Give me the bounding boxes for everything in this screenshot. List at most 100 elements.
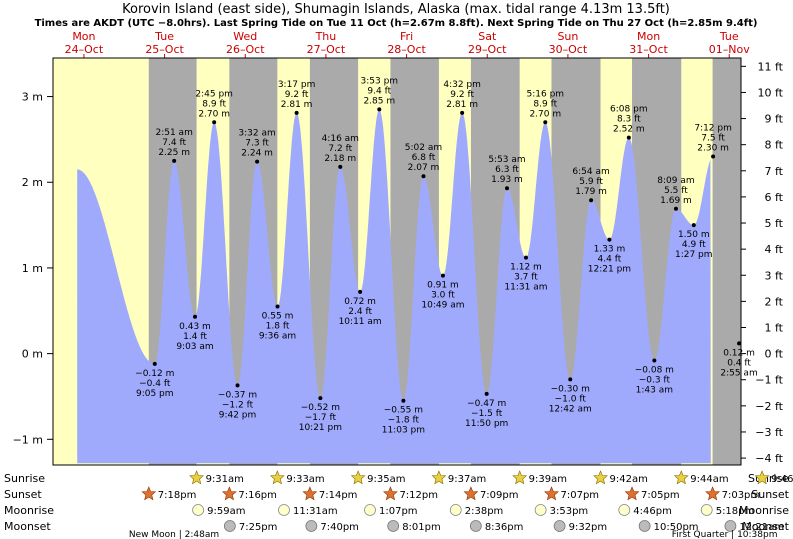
high-tide-time: 4:32 pm	[443, 80, 481, 90]
moon-phases: New Moon | 2:48am First Quarter | 10:38pm	[129, 530, 778, 539]
y-right-tick-label: 11 ft	[758, 60, 784, 73]
moonrise-time: 2:38pm	[465, 506, 504, 517]
sunrise-icon	[593, 470, 608, 485]
day-date: 31–Oct	[629, 43, 668, 56]
moonset-time: 10:50pm	[654, 522, 699, 533]
moonset-icon	[553, 520, 566, 532]
low-tide-m: −0.37 m	[218, 390, 257, 400]
tide-point	[294, 110, 299, 115]
sunrise-time: 9:42am	[610, 474, 648, 485]
tide-point	[691, 223, 696, 228]
day-headers: Mon24–OctTue25–OctWed26–OctThu27–OctFri2…	[65, 30, 750, 58]
tide-point	[626, 135, 631, 140]
tide-point	[737, 341, 742, 346]
low-tide-m: 1.33 m	[594, 245, 626, 255]
low-tide-time: 9:03 am	[176, 342, 213, 352]
y-right-tick-label: 2 ft	[765, 295, 784, 308]
low-tide-time: 10:11 am	[339, 317, 382, 327]
day-date: 27–Oct	[307, 43, 346, 56]
low-tide-ft: −1.5 ft	[471, 409, 503, 419]
chart-title: Korovin Island (east side), Shumagin Isl…	[122, 2, 670, 17]
day-name: Tue	[154, 30, 174, 43]
low-tide-time: 1:27 pm	[675, 250, 713, 260]
moonset-icon	[638, 520, 651, 532]
sunrise-time: 9:31am	[206, 474, 244, 485]
day-date: 29–Oct	[468, 43, 507, 56]
low-tide-m: 1.12 m	[510, 263, 542, 273]
sun-moon-events: 7:18pm 9:31am 9:59am 7:16pm 7:25pm 9:33am 11:3…	[141, 470, 793, 533]
sunrise-icon	[350, 470, 366, 485]
y-left-tick-label: −1 m	[13, 433, 43, 446]
y-right-tick-label: 3 ft	[765, 269, 784, 282]
moonset-time: 12:21am	[739, 522, 784, 533]
day-date: 01–Nov	[709, 43, 750, 56]
sunrise-time: 9:33am	[286, 474, 324, 485]
high-tide-time: 8:09 am	[657, 176, 694, 186]
low-tide-time: 11:03 pm	[382, 426, 425, 436]
day-name: Wed	[233, 30, 257, 43]
sunrise-icon	[754, 470, 770, 485]
tide-point	[484, 391, 489, 396]
tide-point	[212, 120, 217, 125]
high-tide-m: 2.70 m	[198, 109, 230, 119]
tide-point	[152, 361, 157, 366]
moonrise-icon	[534, 504, 547, 516]
y-left-tick-label: 2 m	[22, 176, 43, 189]
sunset-time: 7:16pm	[238, 490, 277, 501]
tide-point	[255, 159, 260, 164]
high-tide-ft: 9.4 ft	[367, 86, 391, 96]
day-date: 26–Oct	[226, 43, 265, 56]
moonset-time: 7:25pm	[239, 522, 278, 533]
high-tide-m: 2.25 m	[158, 148, 190, 158]
moonset-time: 9:32pm	[569, 522, 608, 533]
high-tide-time: 5:02 am	[405, 143, 442, 153]
high-tide-time: 3:17 pm	[278, 80, 316, 90]
y-right-tick-label: 1 ft	[765, 321, 784, 334]
high-tide-ft: 6.3 ft	[495, 165, 519, 175]
high-tide-ft: 5.9 ft	[579, 177, 603, 187]
high-tide-m: 1.79 m	[575, 187, 607, 197]
low-tide-ft: −0.4 ft	[139, 379, 171, 389]
low-tide-m: −0.47 m	[467, 399, 506, 409]
tide-point	[523, 255, 528, 260]
high-tide-time: 7:12 pm	[694, 124, 732, 134]
low-tide-time: 9:36 am	[259, 331, 296, 341]
moonset-icon	[469, 520, 482, 532]
low-tide-time: 2:55 am	[720, 368, 757, 378]
moon-phase-label: New Moon | 2:48am	[129, 530, 219, 539]
low-tide-ft: 4.9 ft	[682, 240, 706, 250]
low-tide-time: 1:43 am	[636, 385, 673, 395]
moonset-icon	[305, 520, 318, 532]
day-name: Fri	[400, 30, 413, 43]
high-tide-m: 2.70 m	[529, 109, 561, 119]
y-left-tick-label: 3 m	[22, 91, 43, 104]
legend-label-right: Sunset	[751, 488, 789, 501]
high-tide-m: 2.30 m	[697, 144, 729, 154]
sunset-time: 7:14pm	[319, 490, 358, 501]
moonrise-time: 5:18pm	[716, 506, 755, 517]
day-name: Sat	[478, 30, 497, 43]
legend-label-right: Moonrise	[739, 504, 789, 517]
low-tide-ft: 4.4 ft	[598, 255, 622, 265]
moonset-icon	[724, 520, 737, 532]
sunset-icon	[141, 486, 157, 501]
day-name: Sun	[557, 30, 578, 43]
tide-point	[275, 304, 280, 309]
low-tide-ft: −1.2 ft	[222, 400, 254, 410]
low-tide-m: 1.50 m	[678, 230, 710, 240]
sunrise-icon	[512, 470, 528, 485]
low-tide-m: −0.30 m	[551, 384, 590, 394]
tide-point	[711, 154, 716, 159]
high-tide-m: 2.81 m	[281, 100, 313, 110]
moonset-icon	[387, 520, 400, 532]
high-tide-ft: 9.2 ft	[285, 90, 309, 100]
tide-point	[338, 164, 343, 169]
moonset-icon	[223, 520, 236, 532]
tide-point	[172, 158, 177, 163]
sunrise-time: 9:44am	[690, 474, 728, 485]
sunrise-icon	[431, 470, 447, 485]
low-tide-m: 0.55 m	[262, 311, 294, 321]
high-tide-time: 2:45 pm	[195, 89, 233, 99]
y-right-tick-label: 9 ft	[765, 113, 784, 126]
tide-point	[568, 377, 573, 382]
